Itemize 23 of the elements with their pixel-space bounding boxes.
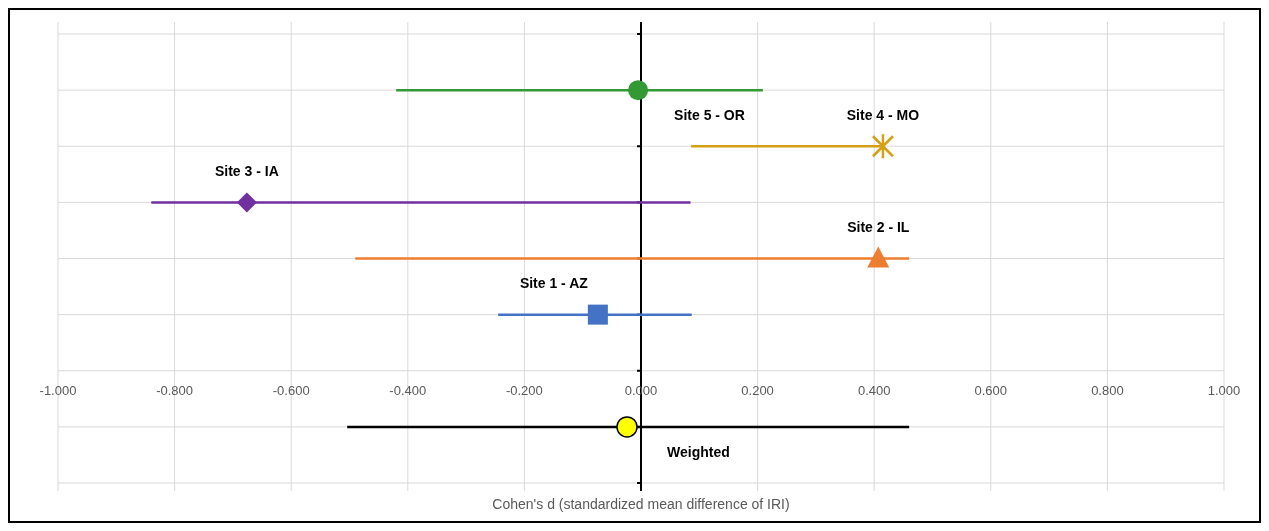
series-label: Site 2 - IL: [847, 219, 910, 236]
x-tick-label: -0.800: [156, 383, 194, 399]
x-axis-title: Cohen's d (standardized mean difference of IRI): [492, 495, 790, 512]
point: [587, 304, 608, 325]
text: Weighted: [667, 443, 730, 460]
x-tick-label: -0.600: [272, 383, 310, 399]
point: [236, 192, 257, 213]
x-tick-label: 1.000: [1207, 383, 1241, 399]
text: Site 5 - OR: [674, 106, 745, 123]
x-tick-label: 0.800: [1091, 383, 1124, 399]
series-label: Site 1 - AZ: [519, 275, 589, 292]
x-tick-label: 0.200: [741, 383, 774, 399]
point: [871, 135, 895, 158]
x-tick-label: 0.600: [974, 383, 1008, 399]
point: [616, 416, 638, 438]
x-tick-label: -1.000: [39, 383, 77, 399]
x-tick-label: -0.400: [389, 383, 427, 399]
x-tick-label: -0.200: [505, 383, 543, 399]
point: [867, 246, 890, 268]
series-label: Site 4 - MO: [846, 106, 920, 123]
point: [628, 80, 649, 101]
x-tick-label: 0.400: [857, 383, 891, 399]
series-label: Site 3 - IA: [214, 163, 279, 180]
